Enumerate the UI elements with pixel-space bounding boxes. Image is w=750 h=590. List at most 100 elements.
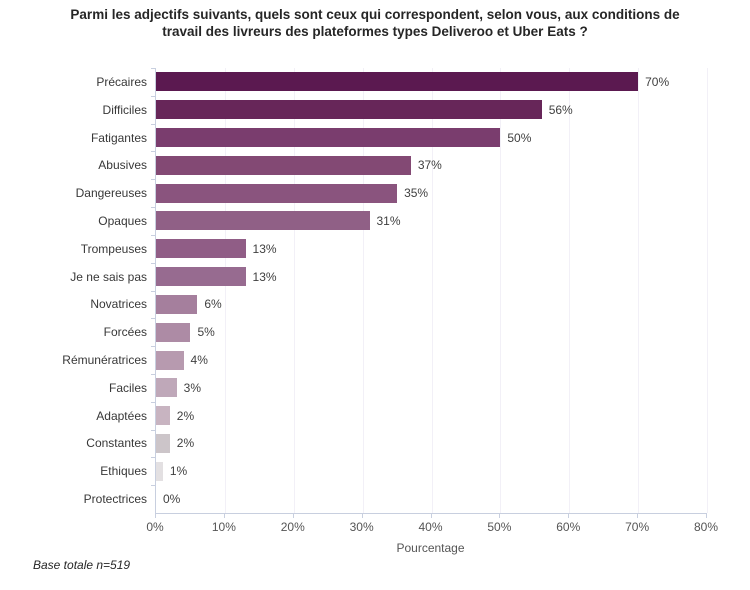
x-axis-tick [155,514,156,518]
bar [156,211,370,231]
gridline [500,68,502,513]
bar-row: Protectrices 0% [0,485,750,513]
category-label: Rémunératrices [62,353,147,368]
bar [156,155,411,175]
y-axis-tick [151,151,155,153]
y-axis-tick [151,234,155,236]
x-axis-tick-label: 60% [556,520,581,534]
category-label: Adaptées [96,408,147,423]
bar-row: Trompeuses 13% [0,234,750,263]
y-axis-tick [151,429,155,431]
plot-area [155,68,708,514]
y-axis-tick [151,457,155,459]
y-axis-tick [151,485,155,487]
value-label: 5% [197,325,215,340]
category-label: Novatrices [90,297,147,312]
x-axis-tick-label: 80% [693,520,719,534]
x-axis-tick-label: 50% [487,520,512,534]
gridline [638,68,640,513]
gridline [224,68,226,513]
gridline [569,68,571,513]
bar-chart: Précaires 70% Difficiles 56% Fatigantes 50% Ab… [0,68,750,590]
bar-row: Précaires 70% [0,68,750,96]
bar [156,100,542,120]
gridline [707,68,708,513]
y-axis-tick [151,123,155,125]
bar [156,128,501,148]
gridline [362,68,364,513]
x-axis-tick-label: 30% [349,520,374,534]
x-axis-tick [499,514,501,518]
value-label: 31% [376,213,401,228]
bar-row: Je ne sais pas 13% [0,262,750,291]
chart-title: Parmi les adjectifs suivants, quels sont… [0,7,750,40]
bar [156,378,177,398]
value-label: 1% [169,464,188,479]
category-label: Je ne sais pas [70,269,147,284]
bar [156,433,170,453]
bar-row: Forcées 5% [0,318,750,346]
bar [156,322,191,342]
category-label: Forcées [103,325,147,340]
chart-title-line1: Parmi les adjectifs suivants, quels sont… [70,7,680,22]
chart-title-line2: travail des livreurs des plateformes typ… [162,23,588,39]
value-label: 3% [183,380,201,395]
x-axis-tick [568,514,570,518]
value-label: 13% [252,269,277,284]
gridline [431,68,433,513]
value-label: 2% [176,436,195,451]
bar [156,350,184,370]
bar-row: Adaptées 2% [0,401,750,430]
y-axis-tick [151,207,155,209]
y-axis-tick [151,262,155,264]
bar-row: Ethiques 1% [0,457,750,485]
bar [156,183,398,203]
category-label: Faciles [108,380,147,395]
x-axis-tick-label: 0% [146,520,164,534]
x-axis-tick [430,514,432,518]
x-axis-tick-label: 70% [625,520,650,534]
bar-row: Rémunératrices 4% [0,346,750,374]
category-label: Précaires [96,74,147,89]
bar-row: Faciles 3% [0,373,750,402]
value-label: 2% [176,408,195,423]
bar-row: Difficiles 56% [0,95,750,124]
bar [156,461,163,481]
bar [156,406,170,426]
bar [156,239,246,259]
y-axis-tick [151,68,155,69]
bar [156,72,639,92]
category-label: Fatigantes [90,130,147,145]
y-axis-tick [151,318,155,320]
category-label: Ethiques [100,464,147,479]
category-label: Trompeuses [80,241,147,256]
y-axis-tick [151,373,155,375]
value-label: 50% [507,130,532,145]
bar-row: Dangereuses 35% [0,179,750,207]
y-axis-tick [151,346,155,348]
category-label: Difficiles [102,102,147,117]
category-label: Dangereuses [75,186,147,201]
bar [156,267,246,287]
x-axis-tick [292,514,294,518]
value-label: 6% [204,297,222,312]
category-label: Protectrices [83,492,147,507]
bar-row: Abusives 37% [0,151,750,179]
base-note: Base totale n=519 [33,558,131,572]
x-axis-title: Pourcentage [396,541,465,555]
category-label: Opaques [98,213,147,228]
value-label: 0% [163,492,181,507]
y-axis-tick [151,95,155,97]
bar-row: Constantes 2% [0,429,750,458]
y-axis-tick [151,290,155,292]
value-label: 35% [404,186,429,201]
value-label: 56% [548,102,573,117]
value-label: 4% [190,353,208,368]
bar-row: Opaques 31% [0,207,750,235]
category-label: Constantes [86,436,147,451]
value-label: 13% [252,241,277,256]
x-axis-tick [706,514,707,518]
y-axis-tick [151,401,155,403]
x-axis-tick [361,514,363,518]
